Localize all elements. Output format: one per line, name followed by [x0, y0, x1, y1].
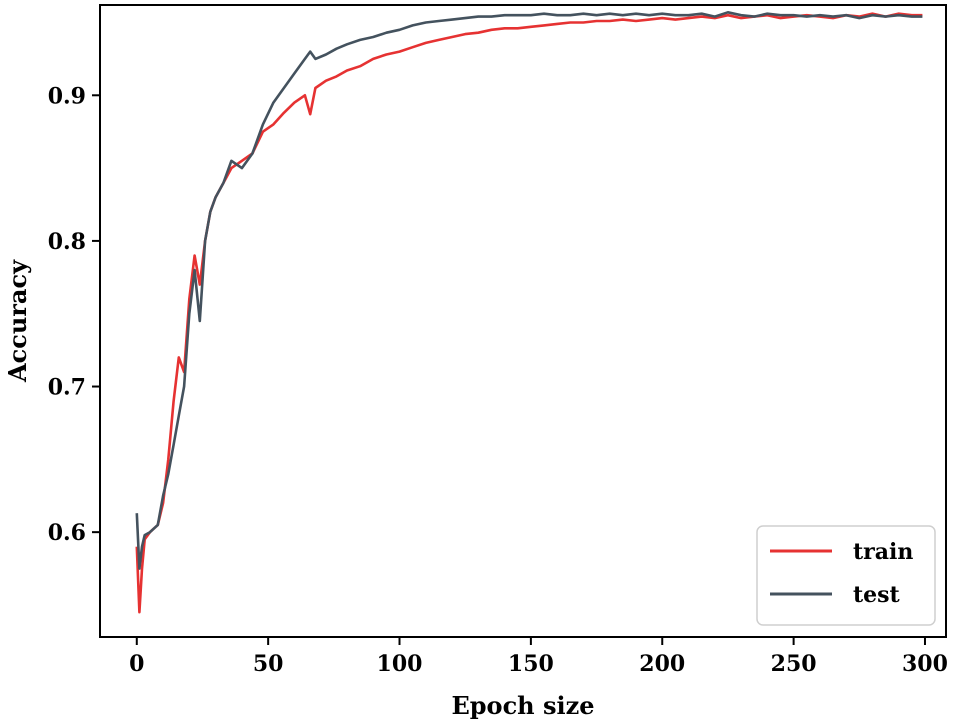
y-axis: 0.6 0.7 0.8 0.9 [48, 83, 100, 546]
x-tick-label: 50 [253, 651, 284, 677]
series-layer [135, 11, 923, 614]
plot-frame [99, 4, 947, 638]
x-tick-label: 250 [771, 651, 817, 677]
series-line-test [135, 11, 923, 570]
legend: train test [756, 525, 936, 626]
x-tick-label: 100 [377, 651, 423, 677]
y-tick-label: 0.6 [48, 520, 86, 546]
x-axis-label: Epoch size [451, 691, 594, 720]
y-tick-label: 0.9 [48, 83, 86, 109]
y-tick-label: 0.7 [48, 375, 86, 401]
legend-label-train: train [853, 539, 913, 565]
x-tick-label: 300 [902, 651, 948, 677]
x-tick-label: 0 [129, 651, 144, 677]
y-tick-label: 0.8 [48, 229, 86, 255]
series-line-train [135, 12, 923, 614]
legend-label-test: test [853, 582, 901, 608]
x-tick-label: 150 [508, 651, 554, 677]
y-axis-label: Accuracy [3, 259, 32, 383]
x-axis: 0 50 100 150 200 250 300 [129, 637, 948, 677]
x-tick-label: 200 [639, 651, 685, 677]
